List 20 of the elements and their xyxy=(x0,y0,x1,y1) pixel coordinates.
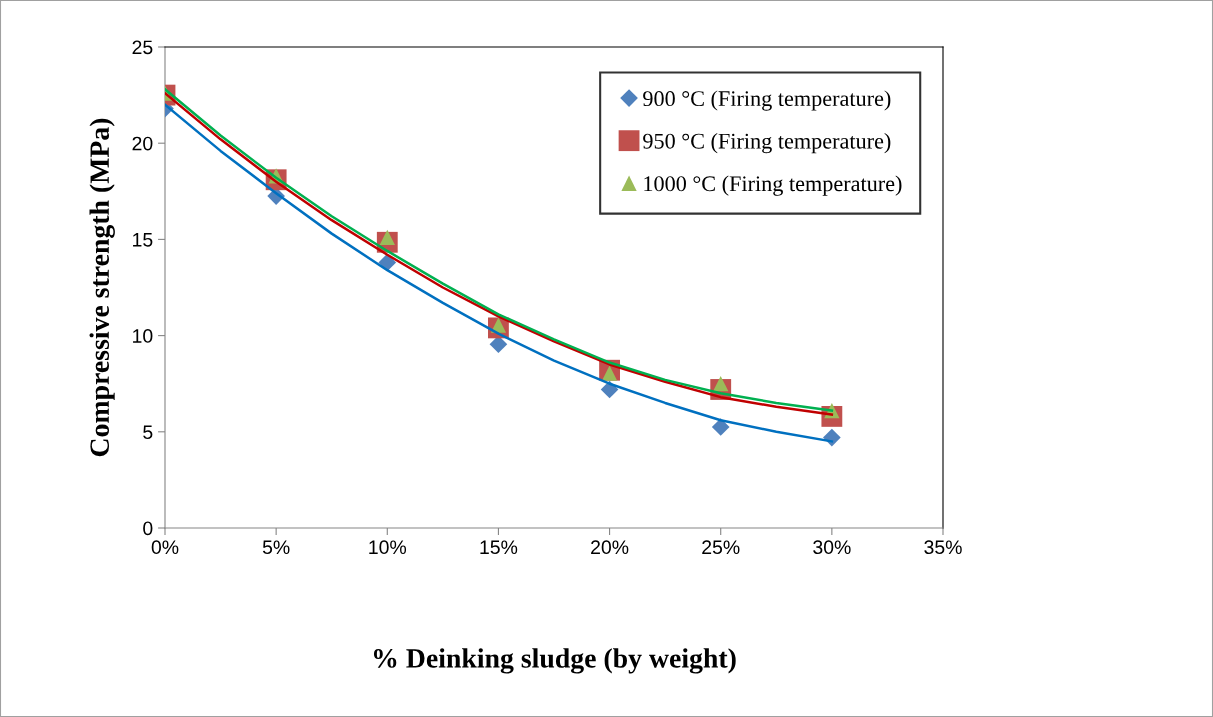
y-tick-label: 25 xyxy=(132,40,153,55)
x-tick-label: 15% xyxy=(480,540,518,555)
x-axis-title: % Deinking sludge (by weight) xyxy=(373,648,736,674)
x-tick-label: 0% xyxy=(151,540,179,555)
x-tick-label: 5% xyxy=(262,540,290,555)
legend-label: 950 °C (Firing temperature) xyxy=(643,133,891,154)
x-tick-label: 25% xyxy=(702,540,740,555)
x-tick-label: 35% xyxy=(924,540,962,555)
x-tick-label: 20% xyxy=(591,540,629,555)
y-tick-label: 20 xyxy=(132,136,153,151)
legend-label: 900 °C (Firing temperature) xyxy=(643,90,891,111)
y-tick-label: 15 xyxy=(133,233,153,247)
y-tick-label: 5 xyxy=(143,425,153,440)
y-tick-label: 0 xyxy=(143,521,153,536)
y-axis-title: Compressive strength (MPa) xyxy=(89,118,115,457)
legend-label: 1000 °C (Firing temperature) xyxy=(644,175,902,196)
x-tick-label: 30% xyxy=(813,540,851,555)
y-tick-label: 10 xyxy=(133,329,153,343)
point xyxy=(711,418,730,436)
x-tick-label: 10% xyxy=(369,540,407,555)
